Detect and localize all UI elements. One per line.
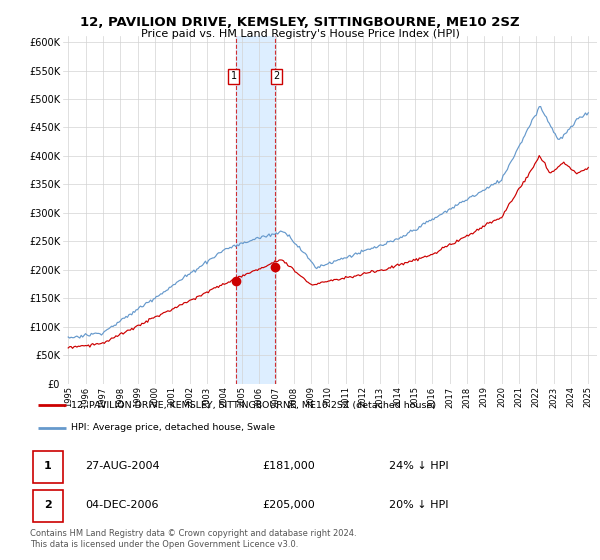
FancyBboxPatch shape [33, 451, 63, 483]
Text: Price paid vs. HM Land Registry's House Price Index (HPI): Price paid vs. HM Land Registry's House … [140, 29, 460, 39]
Text: 1: 1 [44, 461, 52, 471]
Text: Contains HM Land Registry data © Crown copyright and database right 2024.
This d: Contains HM Land Registry data © Crown c… [30, 529, 356, 549]
Text: £205,000: £205,000 [262, 501, 314, 510]
Text: 12, PAVILION DRIVE, KEMSLEY, SITTINGBOURNE, ME10 2SZ: 12, PAVILION DRIVE, KEMSLEY, SITTINGBOUR… [80, 16, 520, 29]
Text: 24% ↓ HPI: 24% ↓ HPI [389, 461, 448, 471]
Text: 04-DEC-2006: 04-DEC-2006 [85, 501, 158, 510]
Text: 12, PAVILION DRIVE, KEMSLEY, SITTINGBOURNE, ME10 2SZ (detached house): 12, PAVILION DRIVE, KEMSLEY, SITTINGBOUR… [71, 401, 437, 410]
Text: £181,000: £181,000 [262, 461, 314, 471]
Text: HPI: Average price, detached house, Swale: HPI: Average price, detached house, Swal… [71, 423, 275, 432]
Text: 2: 2 [274, 71, 280, 81]
FancyBboxPatch shape [33, 490, 63, 522]
Text: 20% ↓ HPI: 20% ↓ HPI [389, 501, 448, 510]
Text: 2: 2 [44, 501, 52, 510]
Bar [236, 36, 275, 384]
Text: 27-AUG-2004: 27-AUG-2004 [85, 461, 160, 471]
Text: 1: 1 [231, 71, 237, 81]
